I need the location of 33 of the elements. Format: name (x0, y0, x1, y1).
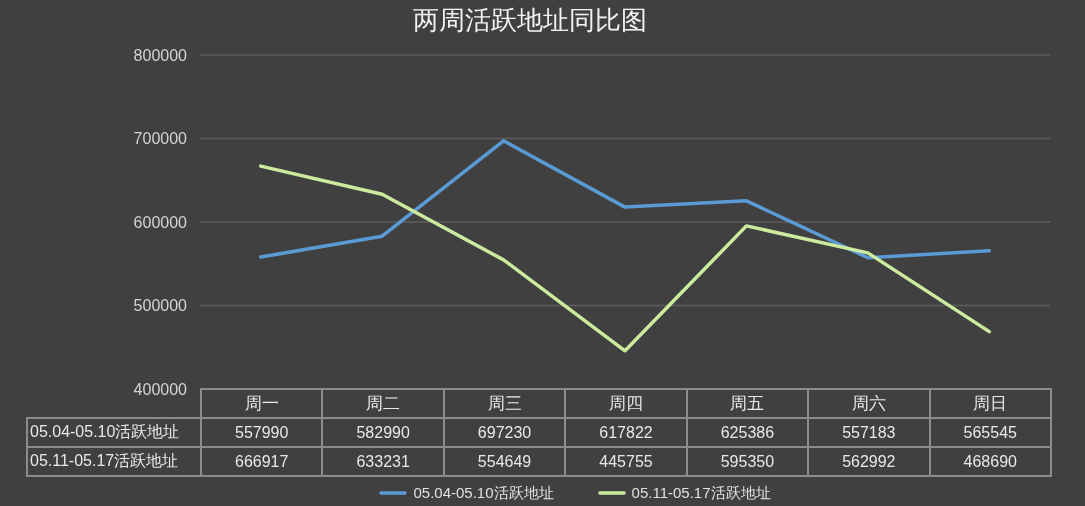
x-tick-label: 周三 (443, 389, 566, 418)
data-label: 557990 (201, 418, 323, 447)
x-tick-label: 周二 (322, 389, 444, 418)
x-tick-label: 周日 (929, 389, 1051, 418)
legend-label: 05.04-05.10活跃地址 (413, 484, 554, 502)
y-tick-label: 700000 (133, 130, 188, 148)
data-label: 557183 (808, 418, 930, 447)
line-series (258, 139, 992, 260)
x-tick-label: 周六 (808, 389, 930, 418)
data-label: 565545 (929, 418, 1051, 447)
data-label: 582990 (322, 418, 444, 447)
y-tick-label: 400000 (133, 380, 188, 398)
data-label: 595350 (686, 447, 809, 476)
y-tick-label: 500000 (133, 297, 188, 315)
x-tick-label: 周一 (201, 389, 323, 418)
chart-title: 两周活跃地址同比图 (413, 5, 647, 37)
data-label: 633231 (322, 447, 444, 476)
x-tick-label: 周五 (686, 389, 809, 418)
data-label: 468690 (929, 447, 1051, 476)
data-label: 617822 (565, 418, 687, 447)
legend-label: 05.11-05.17活跃地址 (631, 484, 771, 502)
line-series (258, 164, 992, 353)
data-label: 445755 (565, 447, 687, 476)
y-tick-label: 600000 (133, 213, 188, 231)
y-tick-label: 800000 (133, 46, 188, 64)
data-label: 666917 (201, 447, 323, 476)
data-label: 562992 (808, 447, 930, 476)
text: 05.11-05.17活跃地址 (30, 452, 179, 469)
text: 05.04-05.10活跃地址 (30, 423, 180, 440)
x-tick-label: 周四 (565, 389, 687, 418)
data-label: 554649 (443, 447, 566, 476)
data-label: 625386 (686, 418, 809, 447)
data-label: 697230 (443, 418, 566, 447)
